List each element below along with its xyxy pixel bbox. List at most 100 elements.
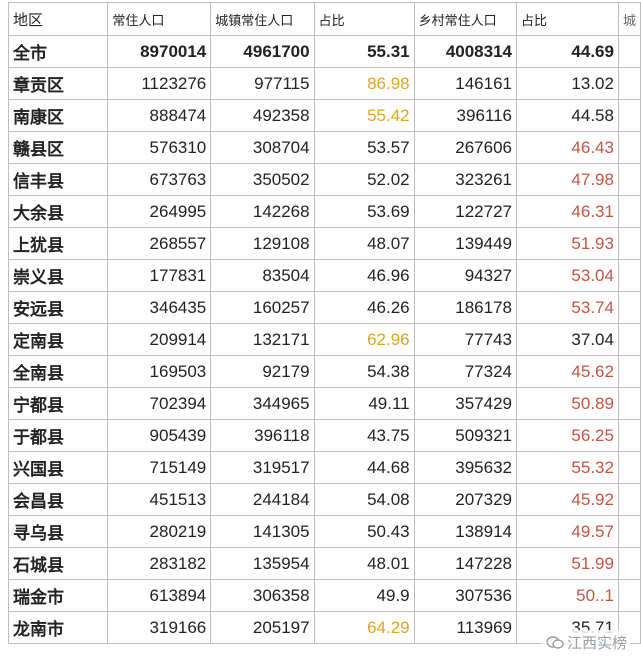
cell-urban[interactable]: 132171 (210, 323, 315, 356)
cell-rural[interactable]: 267606 (413, 131, 518, 164)
cell-region[interactable]: 寻乌县 (7, 515, 109, 548)
header-rural-ratio[interactable]: 占比 (516, 2, 619, 36)
cell-rural[interactable]: 186178 (413, 291, 518, 324)
cell-urban[interactable]: 135954 (210, 547, 315, 580)
cell-resident[interactable]: 177831 (107, 259, 212, 292)
cell-urban[interactable]: 350502 (210, 163, 315, 196)
cell-cut-off[interactable] (617, 291, 641, 324)
cell-region[interactable]: 赣县区 (7, 131, 109, 164)
header-urban-ratio[interactable]: 占比 (313, 2, 415, 36)
cell-region[interactable]: 上犹县 (7, 227, 109, 260)
cell-region[interactable]: 于都县 (7, 419, 109, 452)
cell-urban-ratio[interactable]: 54.08 (313, 483, 415, 516)
header-rural[interactable]: 乡村常住人口 (413, 2, 518, 36)
cell-rural[interactable]: 4008314 (413, 35, 518, 68)
header-urban[interactable]: 城镇常住人口 (210, 2, 315, 36)
cell-cut-off[interactable] (617, 323, 641, 356)
cell-resident[interactable]: 268557 (107, 227, 212, 260)
cell-urban-ratio[interactable]: 49.9 (313, 579, 415, 612)
cell-urban[interactable]: 244184 (210, 483, 315, 516)
cell-region[interactable]: 定南县 (7, 323, 109, 356)
cell-region[interactable]: 安远县 (7, 291, 109, 324)
cell-urban[interactable]: 344965 (210, 387, 315, 420)
cell-urban-ratio[interactable]: 46.96 (313, 259, 415, 292)
cell-urban-ratio[interactable]: 50.43 (313, 515, 415, 548)
cell-rural-ratio[interactable]: 46.31 (516, 195, 619, 228)
cell-cut-off[interactable] (617, 579, 641, 612)
cell-urban[interactable]: 83504 (210, 259, 315, 292)
header-cut-off[interactable]: 城 (617, 2, 641, 36)
cell-urban-ratio[interactable]: 54.38 (313, 355, 415, 388)
cell-rural[interactable]: 122727 (413, 195, 518, 228)
cell-cut-off[interactable] (617, 451, 641, 484)
cell-rural[interactable]: 509321 (413, 419, 518, 452)
cell-urban-ratio[interactable]: 48.07 (313, 227, 415, 260)
cell-resident[interactable]: 8970014 (107, 35, 212, 68)
cell-region[interactable]: 龙南市 (7, 611, 109, 644)
cell-region[interactable]: 南康区 (7, 99, 109, 132)
cell-urban[interactable]: 160257 (210, 291, 315, 324)
cell-region[interactable]: 瑞金市 (7, 579, 109, 612)
cell-urban[interactable]: 205197 (210, 611, 315, 644)
cell-urban-ratio[interactable]: 55.31 (313, 35, 415, 68)
cell-urban[interactable]: 142268 (210, 195, 315, 228)
cell-rural[interactable]: 113969 (413, 611, 518, 644)
cell-urban-ratio[interactable]: 49.11 (313, 387, 415, 420)
cell-urban-ratio[interactable]: 43.75 (313, 419, 415, 452)
cell-cut-off[interactable] (617, 515, 641, 548)
cell-urban-ratio[interactable]: 86.98 (313, 67, 415, 100)
cell-rural[interactable]: 139449 (413, 227, 518, 260)
cell-rural-ratio[interactable]: 44.58 (516, 99, 619, 132)
cell-resident[interactable]: 673763 (107, 163, 212, 196)
cell-urban-ratio[interactable]: 64.29 (313, 611, 415, 644)
cell-resident[interactable]: 888474 (107, 99, 212, 132)
cell-resident[interactable]: 169503 (107, 355, 212, 388)
cell-cut-off[interactable] (617, 195, 641, 228)
cell-rural[interactable]: 138914 (413, 515, 518, 548)
cell-rural-ratio[interactable]: 49.57 (516, 515, 619, 548)
cell-cut-off[interactable] (617, 355, 641, 388)
cell-resident[interactable]: 280219 (107, 515, 212, 548)
cell-cut-off[interactable] (617, 387, 641, 420)
cell-rural-ratio[interactable]: 56.25 (516, 419, 619, 452)
cell-urban[interactable]: 319517 (210, 451, 315, 484)
cell-rural-ratio[interactable]: 46.43 (516, 131, 619, 164)
cell-rural[interactable]: 323261 (413, 163, 518, 196)
cell-urban-ratio[interactable]: 48.01 (313, 547, 415, 580)
cell-cut-off[interactable] (617, 99, 641, 132)
cell-cut-off[interactable] (617, 547, 641, 580)
cell-resident[interactable]: 283182 (107, 547, 212, 580)
cell-rural[interactable]: 147228 (413, 547, 518, 580)
cell-resident[interactable]: 319166 (107, 611, 212, 644)
cell-cut-off[interactable] (617, 227, 641, 260)
cell-rural[interactable]: 77324 (413, 355, 518, 388)
cell-rural-ratio[interactable]: 50..1 (516, 579, 619, 612)
cell-region[interactable]: 全市 (7, 35, 109, 68)
cell-rural[interactable]: 307536 (413, 579, 518, 612)
cell-rural-ratio[interactable]: 13.02 (516, 67, 619, 100)
cell-resident[interactable]: 1123276 (107, 67, 212, 100)
cell-region[interactable]: 会昌县 (7, 483, 109, 516)
cell-region[interactable]: 崇义县 (7, 259, 109, 292)
cell-rural-ratio[interactable]: 53.74 (516, 291, 619, 324)
cell-urban-ratio[interactable]: 52.02 (313, 163, 415, 196)
cell-rural[interactable]: 396116 (413, 99, 518, 132)
cell-urban-ratio[interactable]: 62.96 (313, 323, 415, 356)
cell-resident[interactable]: 264995 (107, 195, 212, 228)
cell-urban-ratio[interactable]: 44.68 (313, 451, 415, 484)
cell-resident[interactable]: 905439 (107, 419, 212, 452)
cell-cut-off[interactable] (617, 67, 641, 100)
cell-cut-off[interactable] (617, 419, 641, 452)
cell-resident[interactable]: 451513 (107, 483, 212, 516)
cell-resident[interactable]: 702394 (107, 387, 212, 420)
cell-region[interactable]: 全南县 (7, 355, 109, 388)
cell-urban-ratio[interactable]: 46.26 (313, 291, 415, 324)
cell-region[interactable]: 信丰县 (7, 163, 109, 196)
cell-cut-off[interactable] (617, 483, 641, 516)
cell-urban[interactable]: 4961700 (210, 35, 315, 68)
cell-urban[interactable]: 977115 (210, 67, 315, 100)
header-region[interactable]: 地区 (7, 2, 109, 36)
cell-urban-ratio[interactable]: 53.69 (313, 195, 415, 228)
cell-resident[interactable]: 209914 (107, 323, 212, 356)
cell-cut-off[interactable] (617, 259, 641, 292)
